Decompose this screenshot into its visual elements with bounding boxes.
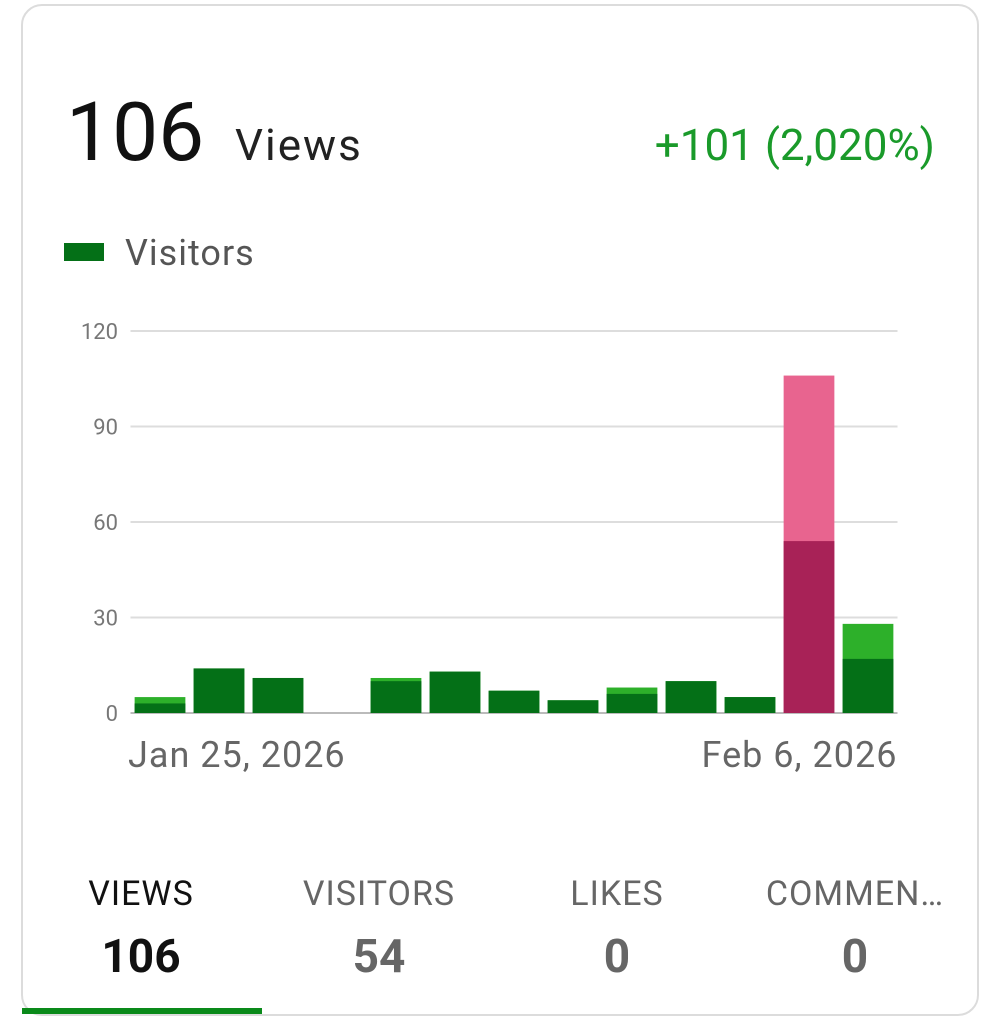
bar xyxy=(547,700,599,713)
y-tick-label: 90 xyxy=(93,416,118,441)
views-unit: Views xyxy=(235,119,363,171)
total-views: 106 xyxy=(66,85,204,181)
bar xyxy=(783,541,835,713)
bar xyxy=(665,681,717,713)
bar xyxy=(134,703,186,713)
tab-label: LIKES xyxy=(570,874,663,914)
legend-label: Visitors xyxy=(125,232,255,274)
bar xyxy=(606,693,658,713)
legend-swatch xyxy=(64,243,104,261)
bar xyxy=(429,671,481,713)
x-tick-label: Jan 25, 2026 xyxy=(128,734,346,776)
change: +101 (2,020%) xyxy=(655,119,935,171)
y-tick-label: 30 xyxy=(93,607,118,632)
y-tick-label: 120 xyxy=(81,320,118,345)
tab-value: 0 xyxy=(604,930,630,984)
card xyxy=(21,4,979,1016)
tab-label: COMMEN… xyxy=(766,874,944,914)
tab-value: 0 xyxy=(842,930,868,984)
bar xyxy=(370,681,422,713)
bar xyxy=(488,690,540,713)
x-tick-label: Feb 6, 2026 xyxy=(702,734,898,776)
tab-label: VISITORS xyxy=(303,874,455,914)
bar xyxy=(842,658,894,713)
bar xyxy=(252,677,304,713)
tab-value: 54 xyxy=(353,930,406,984)
tab-indicator xyxy=(22,1008,262,1014)
y-tick-label: 0 xyxy=(106,702,118,727)
bar xyxy=(193,668,245,713)
tab-value: 106 xyxy=(101,930,180,984)
bar xyxy=(724,697,776,713)
tab-label: VIEWS xyxy=(88,874,194,914)
y-tick-label: 60 xyxy=(93,511,118,536)
